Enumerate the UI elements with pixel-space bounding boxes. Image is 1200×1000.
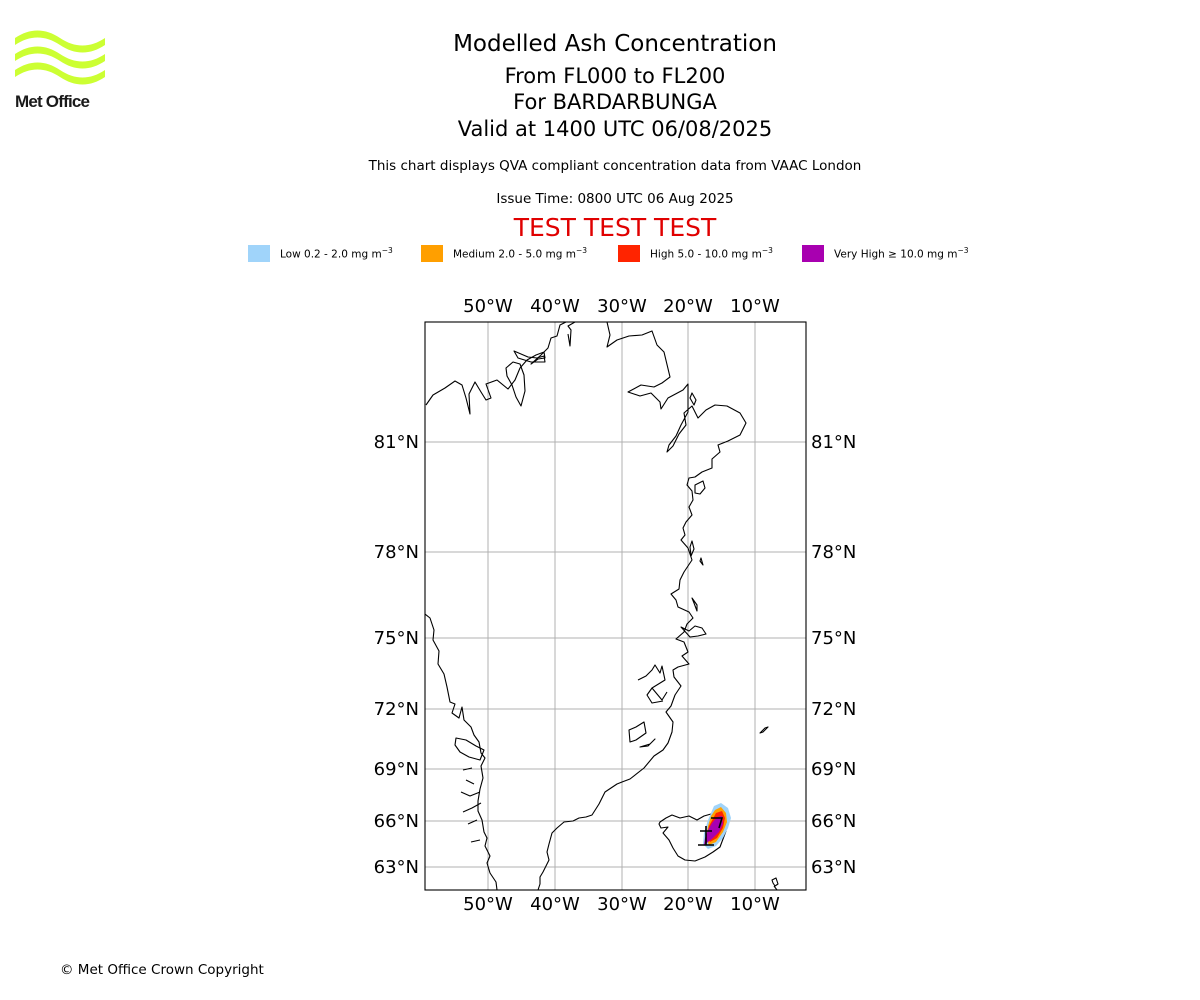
map-axis-labels: 50°W 40°W 30°W 20°W 10°W 50°W 40°W 30°W … bbox=[374, 296, 857, 915]
legend-label-low: Low 0.2 - 2.0 mg m bbox=[280, 248, 382, 261]
lat-label-left-63n: 63°N bbox=[374, 857, 419, 878]
chart-title: Modelled Ash Concentration bbox=[453, 31, 777, 57]
lat-label-left-75n: 75°N bbox=[374, 628, 419, 649]
volcano-name: For BARDARBUNGA bbox=[513, 90, 717, 114]
legend-exponent-high: −3 bbox=[761, 246, 773, 255]
lat-label-left-69n: 69°N bbox=[374, 759, 419, 780]
met-office-wave-icon bbox=[15, 30, 105, 85]
lon-label-top-50w: 50°W bbox=[463, 296, 513, 317]
fjord-detail-2 bbox=[680, 625, 707, 638]
ash-very-high-core bbox=[709, 824, 720, 838]
copyright-notice: © Met Office Crown Copyright bbox=[60, 962, 264, 978]
legend-swatch-high bbox=[618, 245, 640, 262]
lon-label-bottom-20w: 20°W bbox=[663, 894, 713, 915]
legend-exponent-medium: −3 bbox=[575, 246, 588, 255]
legend-exponent-low: −3 bbox=[381, 246, 393, 255]
logo-text: Met Office bbox=[15, 92, 90, 111]
met-office-logo: Met Office bbox=[14, 30, 108, 114]
island-ne-7 bbox=[691, 597, 698, 612]
island-ne-5 bbox=[689, 540, 695, 557]
lon-label-top-30w: 30°W bbox=[597, 296, 647, 317]
test-banner: TEST TEST TEST bbox=[513, 213, 717, 242]
greenland-north-coast bbox=[425, 322, 747, 890]
island-ne-4 bbox=[694, 480, 706, 495]
lon-label-bottom-30w: 30°W bbox=[597, 894, 647, 915]
lat-label-right-78n: 78°N bbox=[811, 542, 856, 563]
lat-label-left-81n: 81°N bbox=[374, 432, 419, 453]
lat-label-right-66n: 66°N bbox=[811, 811, 856, 832]
island-ne-6 bbox=[699, 557, 704, 566]
legend-exponent-very-high: −3 bbox=[957, 246, 969, 255]
lat-label-left-72n: 72°N bbox=[374, 699, 419, 720]
scoresby-fjords bbox=[628, 664, 668, 748]
legend: Low 0.2 - 2.0 mg m−3 Medium 2.0 - 5.0 mg… bbox=[0, 243, 1200, 265]
greenland-west-coast bbox=[425, 613, 498, 890]
coastlines bbox=[425, 322, 779, 890]
disko-island bbox=[454, 737, 485, 761]
legend-swatch-very-high bbox=[802, 245, 824, 262]
ash-plume bbox=[698, 803, 731, 849]
bardarbunga-marker bbox=[698, 817, 724, 846]
lat-label-left-66n: 66°N bbox=[374, 811, 419, 832]
legend-label-very-high: Very High ≥ 10.0 mg m bbox=[834, 248, 958, 261]
lon-label-bottom-10w: 10°W bbox=[730, 894, 780, 915]
lat-label-right-69n: 69°N bbox=[811, 759, 856, 780]
issue-time: Issue Time: 0800 UTC 06 Aug 2025 bbox=[496, 191, 734, 207]
lat-label-left-78n: 78°N bbox=[374, 542, 419, 563]
validity-time: Valid at 1400 UTC 06/08/2025 bbox=[457, 117, 773, 141]
legend-label-medium: Medium 2.0 - 5.0 mg m bbox=[453, 248, 576, 261]
faroe-islands bbox=[771, 877, 779, 890]
island-ne-3 bbox=[689, 392, 697, 406]
lat-label-right-81n: 81°N bbox=[811, 432, 856, 453]
lat-label-right-63n: 63°N bbox=[811, 857, 856, 878]
lon-label-bottom-40w: 40°W bbox=[530, 894, 580, 915]
island-ne-1 bbox=[505, 361, 526, 407]
lat-label-right-72n: 72°N bbox=[811, 699, 856, 720]
lon-label-top-40w: 40°W bbox=[530, 296, 580, 317]
legend-swatch-medium bbox=[421, 245, 443, 262]
west-fjord-lines bbox=[460, 767, 482, 843]
legend-swatch-low bbox=[248, 245, 270, 262]
jan-mayen bbox=[759, 726, 769, 734]
legend-label-high: High 5.0 - 10.0 mg m bbox=[650, 248, 762, 261]
lat-label-right-75n: 75°N bbox=[811, 628, 856, 649]
lon-label-bottom-50w: 50°W bbox=[463, 894, 513, 915]
island-ne-2 bbox=[513, 350, 546, 363]
lon-label-top-10w: 10°W bbox=[730, 296, 780, 317]
map-gridlines bbox=[425, 322, 806, 890]
iceland bbox=[658, 813, 727, 862]
flight-level-range: From FL000 to FL200 bbox=[504, 64, 726, 88]
compliance-note: This chart displays QVA compliant concen… bbox=[368, 158, 862, 174]
map-frame bbox=[424, 321, 807, 891]
lon-label-top-20w: 20°W bbox=[663, 296, 713, 317]
